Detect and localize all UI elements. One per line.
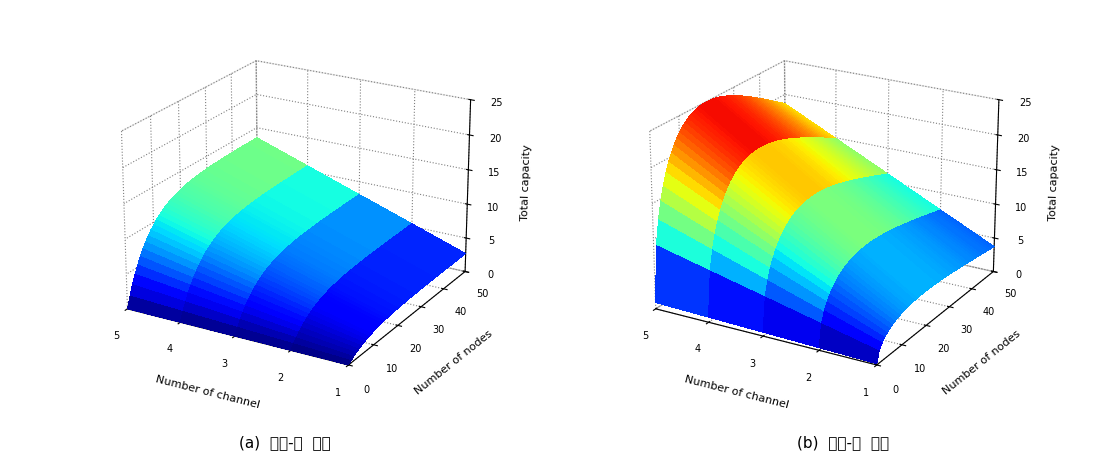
Text: (b)  다중-홉  통신: (b) 다중-홉 통신 <box>798 434 889 450</box>
Text: (a)  단일-홉  통신: (a) 단일-홉 통신 <box>239 434 331 450</box>
X-axis label: Number of channel: Number of channel <box>684 373 790 409</box>
X-axis label: Number of channel: Number of channel <box>155 373 261 409</box>
Y-axis label: Number of nodes: Number of nodes <box>942 327 1023 395</box>
Y-axis label: Number of nodes: Number of nodes <box>413 327 495 395</box>
